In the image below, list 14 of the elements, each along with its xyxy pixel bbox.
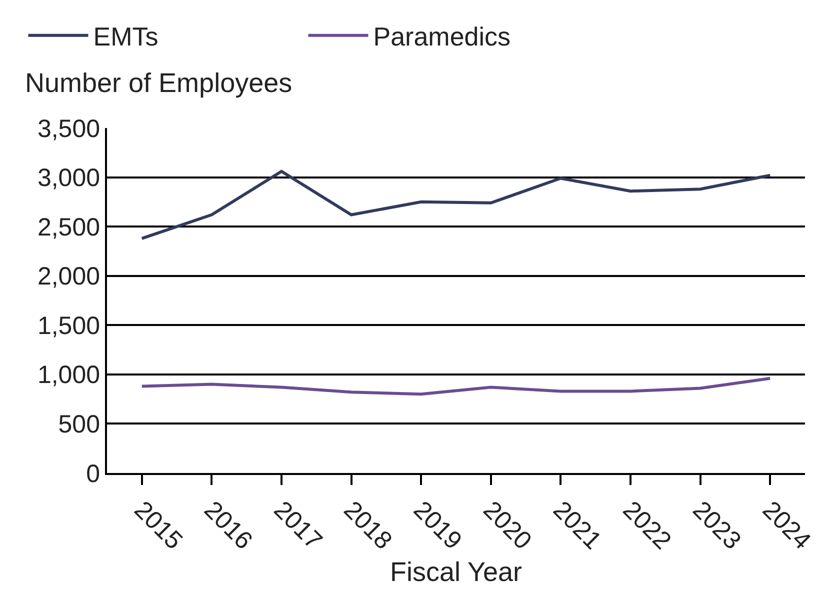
legend-label: EMTs xyxy=(93,22,158,52)
y-tick-label: 500 xyxy=(58,410,100,438)
y-tick-label: 3,500 xyxy=(37,114,100,143)
y-tick-label: 2,000 xyxy=(37,262,100,291)
y-tick-label: 1,500 xyxy=(37,312,100,340)
line-series xyxy=(140,170,772,240)
y-tick-label: 3,000 xyxy=(37,164,100,192)
legend-label: Paramedics xyxy=(373,22,511,52)
y-tick-label: 0 xyxy=(86,460,100,488)
x-axis-title: Fiscal Year xyxy=(390,556,522,587)
y-axis-title: Number of Employees xyxy=(25,68,292,98)
line-series xyxy=(140,376,772,396)
y-tick-label: 2,500 xyxy=(37,213,100,242)
y-tick-label: 1,000 xyxy=(37,361,100,390)
